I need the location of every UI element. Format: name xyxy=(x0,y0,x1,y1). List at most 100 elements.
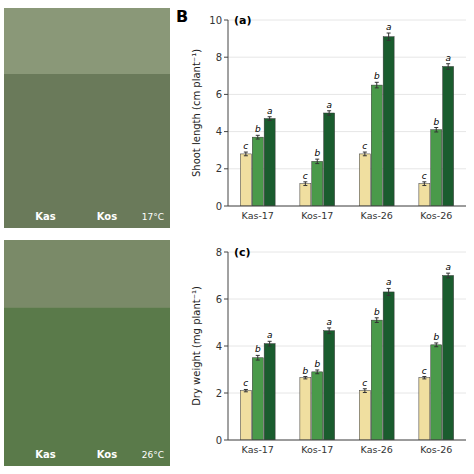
error-cap xyxy=(422,376,426,377)
error-line xyxy=(388,33,389,40)
error-cap xyxy=(256,135,260,136)
error-cap xyxy=(256,355,260,356)
y-axis-label: Dry weight (mg plant⁻¹) xyxy=(191,286,202,406)
error-line xyxy=(245,152,246,156)
error-cap xyxy=(446,273,450,274)
error-cap xyxy=(303,376,307,377)
bar xyxy=(359,154,370,206)
x-axis xyxy=(228,206,466,207)
bar xyxy=(383,37,394,206)
significance-label: c xyxy=(303,171,308,181)
error-cap xyxy=(422,181,426,182)
error-bar xyxy=(422,182,426,186)
error-line xyxy=(364,152,365,156)
photo-background xyxy=(4,8,170,228)
y-tick xyxy=(224,393,228,394)
significance-label: a xyxy=(386,22,392,32)
y-tick xyxy=(224,94,228,95)
error-bar xyxy=(446,273,450,278)
error-bar xyxy=(375,318,379,323)
error-cap xyxy=(446,277,450,278)
grid-line xyxy=(228,299,466,300)
error-bar xyxy=(268,341,272,346)
bar xyxy=(312,372,323,440)
significance-labels: ccccbbbbaaaa xyxy=(243,22,451,181)
error-line xyxy=(436,343,437,347)
error-cap xyxy=(363,152,367,153)
photo-label: Kas xyxy=(35,449,55,460)
error-cap xyxy=(244,391,248,392)
photo-sky xyxy=(4,240,170,308)
significance-label: b xyxy=(302,366,308,376)
x-tick-label: Kas-26 xyxy=(361,444,393,455)
error-bar xyxy=(387,33,391,40)
error-line xyxy=(364,389,365,393)
grid-line xyxy=(228,346,466,347)
grid-line xyxy=(228,131,466,132)
subplot-label: (a) xyxy=(234,14,251,27)
error-line xyxy=(317,370,318,374)
y-tick xyxy=(224,346,228,347)
significance-label: b xyxy=(374,71,380,81)
grid-line xyxy=(228,20,466,21)
error-cap xyxy=(446,63,450,64)
error-line xyxy=(305,182,306,186)
significance-label: b xyxy=(255,124,261,134)
bar xyxy=(324,331,335,440)
error-bar xyxy=(363,389,367,393)
error-bar xyxy=(434,343,438,347)
error-bar xyxy=(387,288,391,295)
error-cap xyxy=(434,127,438,128)
significance-label: c xyxy=(422,366,427,376)
bar xyxy=(359,391,370,440)
error-cap xyxy=(244,152,248,153)
error-bar xyxy=(363,152,367,156)
bar xyxy=(371,320,382,440)
bar xyxy=(443,276,454,441)
error-line xyxy=(436,128,437,132)
y-tick xyxy=(224,252,228,253)
error-cap xyxy=(315,159,319,160)
bar xyxy=(252,137,263,206)
error-cap xyxy=(268,116,272,117)
significance-label: b xyxy=(314,148,320,158)
error-line xyxy=(269,341,270,346)
x-tick-label: Kos-26 xyxy=(420,444,452,455)
error-cap xyxy=(244,155,248,156)
error-line xyxy=(329,111,330,115)
bar-chart: 02468cbccbbbbaaaaKas-17Kos-17Kas-26Kos-2… xyxy=(191,246,466,455)
error-cap xyxy=(375,322,379,323)
error-line xyxy=(257,355,258,360)
error-cap xyxy=(434,131,438,132)
error-cap xyxy=(387,40,391,41)
error-cap xyxy=(303,185,307,186)
bar xyxy=(300,378,311,440)
photo-temperature: 17°C xyxy=(142,212,164,222)
grid-line xyxy=(228,252,466,253)
error-cap xyxy=(256,360,260,361)
error-line xyxy=(376,318,377,323)
error-cap xyxy=(434,342,438,343)
bar xyxy=(383,292,394,440)
error-cap xyxy=(256,139,260,140)
x-tick-label: Kos-26 xyxy=(420,210,452,221)
error-line xyxy=(388,288,389,295)
error-bar xyxy=(268,117,272,121)
error-bar xyxy=(303,182,307,186)
error-cap xyxy=(327,110,331,111)
photo-label: Kas xyxy=(35,211,55,222)
error-cap xyxy=(387,288,391,289)
significance-label: a xyxy=(267,330,273,340)
significance-label: a xyxy=(267,106,273,116)
error-cap xyxy=(268,341,272,342)
bar xyxy=(264,119,275,206)
bar xyxy=(240,391,251,440)
x-tick-label: Kos-17 xyxy=(301,444,333,455)
error-cap xyxy=(268,346,272,347)
error-bar xyxy=(303,377,307,379)
x-tick-label: Kas-17 xyxy=(242,444,274,455)
significance-label: c xyxy=(362,141,367,151)
error-cap xyxy=(446,69,450,70)
error-cap xyxy=(387,295,391,296)
y-tick xyxy=(224,131,228,132)
